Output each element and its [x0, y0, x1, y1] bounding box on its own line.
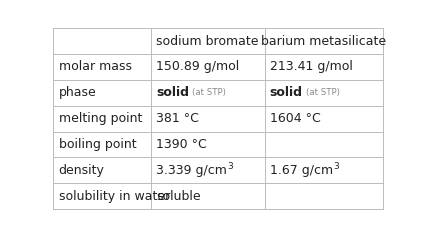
Text: phase: phase: [58, 86, 96, 99]
Text: boiling point: boiling point: [58, 138, 136, 151]
Text: 3: 3: [333, 162, 339, 171]
Text: solubility in water: solubility in water: [58, 190, 170, 203]
Text: solid: solid: [270, 86, 303, 99]
Text: 3: 3: [227, 162, 233, 171]
Text: (at STP): (at STP): [192, 88, 226, 97]
Text: melting point: melting point: [58, 112, 142, 125]
Text: 3.339 g/cm: 3.339 g/cm: [156, 164, 227, 177]
Text: density: density: [58, 164, 104, 177]
Text: 381 °C: 381 °C: [156, 112, 199, 125]
Text: 1.67 g/cm: 1.67 g/cm: [270, 164, 333, 177]
Text: 213.41 g/mol: 213.41 g/mol: [270, 60, 353, 74]
Text: 1604 °C: 1604 °C: [270, 112, 321, 125]
Text: 150.89 g/mol: 150.89 g/mol: [156, 60, 239, 74]
Text: 1390 °C: 1390 °C: [156, 138, 207, 151]
Text: molar mass: molar mass: [58, 60, 132, 74]
Text: (at STP): (at STP): [306, 88, 340, 97]
Text: sodium bromate: sodium bromate: [156, 35, 259, 48]
Text: solid: solid: [156, 86, 189, 99]
Text: barium metasilicate: barium metasilicate: [262, 35, 386, 48]
Text: soluble: soluble: [156, 190, 201, 203]
